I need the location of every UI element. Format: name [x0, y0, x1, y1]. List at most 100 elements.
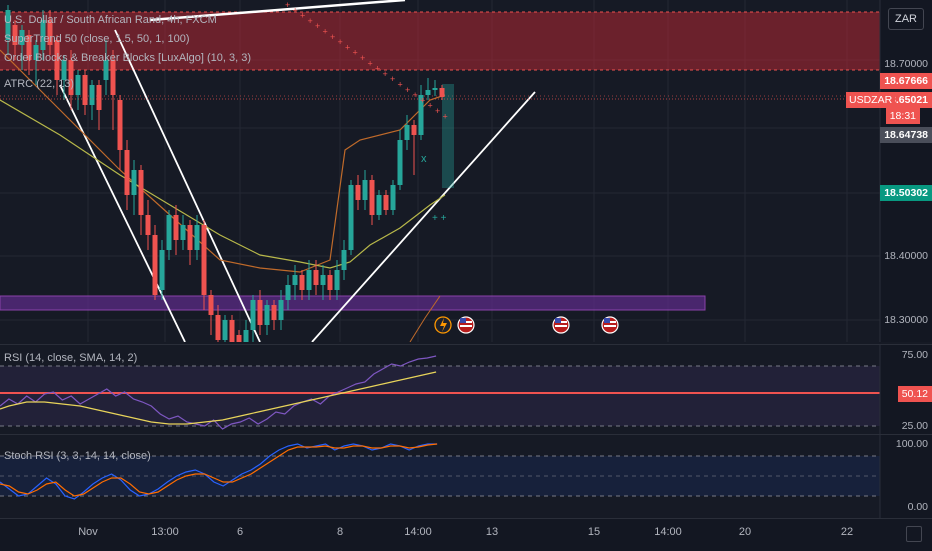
candle-body[interactable]: [243, 330, 249, 342]
candle-body[interactable]: [411, 125, 417, 135]
candle-body[interactable]: [432, 88, 438, 90]
indicator-legend-supertrend[interactable]: SuperTrend 50 (close, 1.5, 50, 1, 100): [4, 33, 190, 45]
atrc-line: [409, 295, 441, 342]
supertrend-cross: +: [435, 106, 440, 116]
candle-body[interactable]: [306, 270, 312, 290]
candle-body[interactable]: [425, 90, 431, 95]
candle-body[interactable]: [33, 45, 39, 60]
candle-body[interactable]: [418, 95, 424, 135]
us-flag-icon[interactable]: [457, 316, 475, 334]
supertrend-cross: +: [405, 85, 410, 95]
candle-body[interactable]: [110, 60, 116, 95]
candle-body[interactable]: [348, 185, 354, 250]
currency-button[interactable]: ZAR: [888, 8, 924, 30]
candle-body[interactable]: [19, 30, 25, 45]
candle-body[interactable]: [124, 150, 130, 195]
candle-body[interactable]: [439, 88, 445, 97]
indicator-legend-orderblocks[interactable]: Order Blocks & Breaker Blocks [LuxAlgo] …: [4, 52, 251, 64]
candle-body[interactable]: [208, 295, 214, 315]
candle-body[interactable]: [404, 125, 410, 140]
candle-body[interactable]: [229, 320, 235, 342]
time-axis-label: 6: [236, 526, 244, 538]
lightning-icon[interactable]: [434, 316, 452, 334]
candle-body[interactable]: [383, 195, 389, 210]
candle-body[interactable]: [376, 195, 382, 215]
chart-settings-icon[interactable]: [906, 526, 922, 542]
candle-body[interactable]: [117, 100, 123, 150]
candle-body[interactable]: [320, 275, 326, 285]
candle-body[interactable]: [355, 185, 361, 200]
supertrend-cross: +: [353, 48, 358, 58]
candle-body[interactable]: [327, 275, 333, 290]
candle-body[interactable]: [369, 180, 375, 215]
candle-body[interactable]: [264, 305, 270, 325]
indicator-legend-atrc[interactable]: ATRC (22, 13): [4, 78, 75, 90]
trendline[interactable]: [149, 0, 406, 22]
rsi-line: [0, 355, 437, 430]
trendline[interactable]: [114, 29, 261, 342]
trendline[interactable]: [59, 84, 186, 342]
candle-body[interactable]: [250, 300, 256, 330]
candle-body[interactable]: [187, 225, 193, 250]
stoch-rsi-legend[interactable]: Stoch RSI (3, 3, 14, 14, close): [4, 450, 151, 462]
candle-body[interactable]: [215, 315, 221, 340]
rsi-pane[interactable]: [0, 344, 932, 434]
candle-body[interactable]: [131, 170, 137, 195]
candle-body[interactable]: [236, 335, 242, 342]
supertrend-cross: +: [345, 42, 350, 52]
prev-price-tag: 18.64738: [880, 127, 932, 143]
candle-body[interactable]: [47, 20, 53, 45]
candle-body[interactable]: [313, 270, 319, 285]
candle-body[interactable]: [194, 225, 200, 250]
candle-body[interactable]: [299, 275, 305, 290]
candle-body[interactable]: [390, 185, 396, 210]
us-flag-icon[interactable]: [552, 316, 570, 334]
candle-body[interactable]: [362, 180, 368, 200]
candle-body[interactable]: [54, 40, 60, 80]
candle-body[interactable]: [166, 215, 172, 250]
price-scale-label: 18.40000: [884, 250, 928, 262]
candle-body[interactable]: [159, 250, 165, 290]
candle-body[interactable]: [61, 60, 67, 80]
rsi-legend[interactable]: RSI (14, close, SMA, 14, 2): [4, 352, 138, 364]
candle-body[interactable]: [96, 85, 102, 110]
time-axis-label: 14:00: [654, 526, 682, 538]
candle-body[interactable]: [26, 35, 32, 60]
candle-body[interactable]: [201, 225, 207, 295]
candle-body[interactable]: [180, 225, 186, 240]
candle-body[interactable]: [138, 170, 144, 215]
candle-body[interactable]: [40, 20, 46, 50]
candle-body[interactable]: [285, 285, 291, 300]
main-price-pane[interactable]: ++++++++++++++++++++++ x + +: [0, 0, 932, 342]
candle-body[interactable]: [152, 235, 158, 295]
candle-body[interactable]: [68, 60, 74, 95]
supertrend-cross: +: [300, 11, 305, 21]
candle-body[interactable]: [145, 215, 151, 235]
candle-body[interactable]: [334, 270, 340, 290]
candle-body[interactable]: [271, 305, 277, 320]
candle-body[interactable]: [103, 60, 109, 80]
candle-body[interactable]: [5, 10, 11, 40]
candle-body[interactable]: [397, 140, 403, 185]
us-flag-icon[interactable]: [601, 316, 619, 334]
candle-body[interactable]: [257, 300, 263, 325]
candle-body[interactable]: [82, 75, 88, 105]
trendline[interactable]: [311, 91, 536, 342]
candle-body[interactable]: [12, 25, 18, 45]
candle-body[interactable]: [278, 300, 284, 320]
time-axis[interactable]: [0, 518, 932, 551]
candle-body[interactable]: [75, 75, 81, 95]
symbol-title[interactable]: U.S. Dollar / South African Rand, 4h, FX…: [4, 14, 217, 26]
supertrend-cross: +: [360, 53, 365, 63]
candle-body[interactable]: [222, 320, 228, 340]
time-axis-label: 15: [587, 526, 601, 538]
candle-body[interactable]: [341, 250, 347, 270]
candle-body[interactable]: [89, 85, 95, 105]
candle-body[interactable]: [292, 275, 298, 285]
candles[interactable]: [5, 5, 445, 342]
supertrend-cross: +: [323, 27, 328, 37]
stoch-rsi-pane[interactable]: [0, 434, 932, 518]
candle-body[interactable]: [173, 215, 179, 240]
supertrend-cross: +: [293, 5, 298, 15]
